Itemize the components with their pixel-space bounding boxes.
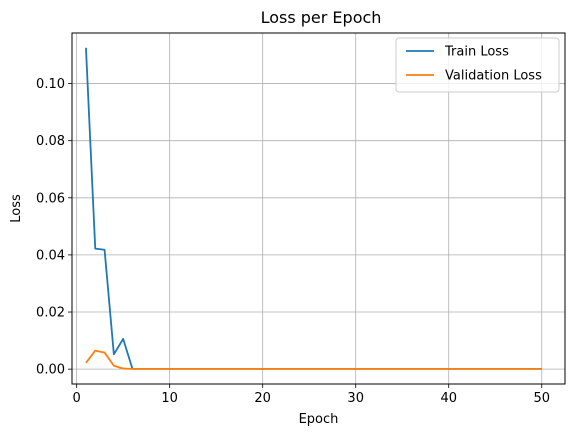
legend-box	[395, 37, 560, 93]
legend-label-validation-loss: Validation Loss	[445, 69, 542, 84]
y-tick-label: 0.00	[36, 363, 65, 378]
y-tick-label: 0.06	[36, 191, 65, 206]
y-tick-label: 0.02	[36, 306, 65, 321]
legend: Train Loss Validation Loss	[395, 37, 560, 93]
x-tick-label: 0	[73, 391, 81, 406]
legend-label-train-loss: Train Loss	[444, 45, 509, 60]
y-tick-label: 0.04	[36, 248, 65, 263]
x-tick-label: 20	[254, 391, 271, 406]
x-tick-label: 10	[161, 391, 178, 406]
x-axis-label: Epoch	[299, 412, 339, 427]
plot-frame	[71, 32, 566, 385]
series-lines	[85, 47, 542, 370]
axis-ticks: 0 10 20 30 40 50 0.00 0.02 0.04 0.06 0.08 0.10	[36, 77, 550, 406]
x-tick-label: 50	[533, 391, 550, 406]
x-tick-label: 30	[347, 391, 364, 406]
y-tick-label: 0.08	[36, 134, 65, 149]
chart-title: Loss per Epoch	[261, 8, 382, 27]
grid	[72, 33, 565, 384]
y-axis-label: Loss	[9, 194, 24, 223]
x-tick-label: 40	[440, 391, 457, 406]
series-line-validation-loss	[85, 349, 542, 370]
y-tick-label: 0.10	[36, 77, 65, 92]
